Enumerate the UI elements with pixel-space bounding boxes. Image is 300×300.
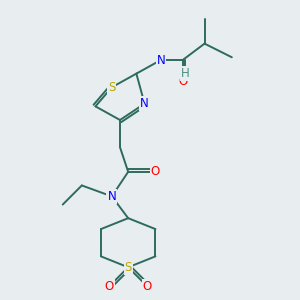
Text: O: O — [178, 75, 188, 88]
Text: N: N — [157, 53, 165, 67]
Text: H: H — [181, 67, 190, 80]
Text: S: S — [124, 261, 132, 274]
Text: O: O — [142, 280, 152, 293]
Text: O: O — [104, 280, 114, 293]
Text: N: N — [107, 190, 116, 203]
Text: N: N — [140, 97, 149, 110]
Text: S: S — [108, 81, 116, 94]
Text: O: O — [151, 165, 160, 178]
